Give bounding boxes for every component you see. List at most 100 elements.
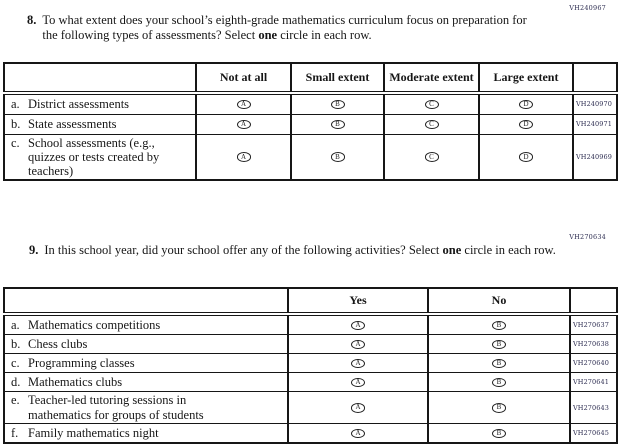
answer-oval-no[interactable]: B <box>492 320 506 331</box>
answer-oval-b[interactable]: B <box>330 152 345 162</box>
answer-cell: D <box>478 113 574 135</box>
row-code: VH270645 <box>569 423 618 444</box>
row-label: Mathematics competitions <box>28 317 161 332</box>
row-label: School assessments (e.g., quizzes or tes… <box>28 135 160 179</box>
answer-oval-c[interactable]: C <box>424 99 439 110</box>
row-letter: a. <box>11 97 20 112</box>
row-letter: a. <box>11 317 20 332</box>
row-label: Mathematics clubs <box>28 374 123 389</box>
answer-cell: A <box>287 353 429 373</box>
question-9: 9. In this school year, did your school … <box>29 243 577 258</box>
answer-cell: B <box>427 372 571 392</box>
answer-oval-no[interactable]: B <box>492 358 506 369</box>
column-header-no: No <box>427 287 571 316</box>
row-label: District assessments <box>28 97 130 112</box>
table-row: a. Mathematics competitions A B VH270637 <box>3 313 618 335</box>
answer-oval-no[interactable]: B <box>492 377 506 388</box>
answer-oval-yes[interactable]: A <box>351 403 365 413</box>
column-header-small-extent: Small extent <box>290 62 385 95</box>
question-8-text-pre: To what extent does your school’s eighth… <box>42 13 527 42</box>
answer-cell: D <box>478 133 574 181</box>
table-row: f. Family mathematics night A B VH270645 <box>3 423 618 444</box>
question-8-text-post: circle in each row. <box>277 27 372 42</box>
table-row: d. Mathematics clubs A B VH270641 <box>3 372 618 392</box>
answer-oval-yes[interactable]: A <box>351 377 365 388</box>
row-letter: b. <box>11 336 21 351</box>
answer-cell: B <box>290 133 385 181</box>
row-label-cell: f. Family mathematics night <box>3 423 289 444</box>
answer-oval-yes[interactable]: A <box>351 339 365 350</box>
q8-header-empty <box>3 62 197 95</box>
question-9-text: In this school year, did your school off… <box>44 243 556 258</box>
answer-oval-b[interactable]: B <box>330 119 345 130</box>
question-9-text-bold: one <box>442 243 462 257</box>
row-letter: e. <box>11 393 20 408</box>
row-code: VH240971 <box>572 113 618 135</box>
column-header-moderate-extent: Moderate extent <box>383 62 480 95</box>
row-label-cell: c. Programming classes <box>3 353 289 373</box>
question-9-text-post: circle in each row. <box>461 243 556 257</box>
row-code: VH270640 <box>569 353 618 373</box>
answer-cell: A <box>287 372 429 392</box>
answer-oval-d[interactable]: D <box>519 99 533 110</box>
row-letter: c. <box>11 135 20 150</box>
column-header-not-at-all: Not at all <box>195 62 292 95</box>
answer-oval-d[interactable]: D <box>519 152 533 162</box>
answer-oval-d[interactable]: D <box>519 119 533 130</box>
answer-cell: B <box>290 113 385 135</box>
answer-cell: B <box>427 353 571 373</box>
answer-cell: A <box>195 133 292 181</box>
q8-header-code-empty <box>572 62 618 95</box>
answer-cell: B <box>290 92 385 115</box>
row-code: VH240969 <box>572 133 618 181</box>
question-8-table: Not at all Small extent Moderate extent … <box>3 62 618 182</box>
row-letter: c. <box>11 355 20 370</box>
answer-oval-c[interactable]: C <box>424 152 439 162</box>
row-label-cell: a. Mathematics competitions <box>3 313 289 335</box>
answer-cell: A <box>195 92 292 115</box>
answer-cell: C <box>383 92 480 115</box>
row-letter: f. <box>11 425 19 440</box>
answer-oval-yes[interactable]: A <box>351 358 365 369</box>
row-letter: b. <box>11 116 21 131</box>
row-code: VH270638 <box>569 334 618 354</box>
answer-oval-yes[interactable]: A <box>351 428 365 439</box>
question-8-accession-code: VH240967 <box>569 4 606 12</box>
answer-cell: B <box>427 313 571 335</box>
answer-oval-no[interactable]: B <box>492 428 506 439</box>
question-8: 8. To what extent does your school’s eig… <box>27 13 529 43</box>
question-9-accession-code: VH270634 <box>569 233 606 241</box>
row-label: Teacher-led tutoring sessions in mathema… <box>28 393 204 422</box>
answer-oval-a[interactable]: A <box>236 152 251 162</box>
column-header-yes: Yes <box>287 287 429 316</box>
table-row: b. State assessments A B C D VH240971 <box>3 113 618 135</box>
row-letter: d. <box>11 374 21 389</box>
question-8-text: To what extent does your school’s eighth… <box>42 13 529 43</box>
q8-header-row: Not at all Small extent Moderate extent … <box>3 62 618 95</box>
answer-cell: A <box>287 391 429 424</box>
table-row: a. District assessments A B C D VH240970 <box>3 92 618 115</box>
table-row: c. Programming classes A B VH270640 <box>3 353 618 373</box>
answer-cell: A <box>287 334 429 354</box>
row-label: Chess clubs <box>28 336 88 351</box>
row-label-cell: b. State assessments <box>3 113 197 135</box>
table-row: e. Teacher-led tutoring sessions in mathe… <box>3 391 618 424</box>
row-code: VH270641 <box>569 372 618 392</box>
answer-cell: A <box>287 423 429 444</box>
answer-oval-no[interactable]: B <box>492 339 506 350</box>
row-code: VH240970 <box>572 92 618 115</box>
answer-oval-c[interactable]: C <box>424 119 439 130</box>
answer-cell: C <box>383 133 480 181</box>
answer-oval-no[interactable]: B <box>492 403 506 413</box>
answer-cell: A <box>287 313 429 335</box>
question-8-number: 8. <box>27 13 37 27</box>
row-code: VH270637 <box>569 313 618 335</box>
answer-oval-b[interactable]: B <box>330 99 345 110</box>
row-label-cell: a. District assessments <box>3 92 197 115</box>
q9-header-empty <box>3 287 289 316</box>
answer-oval-yes[interactable]: A <box>351 320 365 331</box>
answer-oval-a[interactable]: A <box>236 119 251 130</box>
row-label-cell: e. Teacher-led tutoring sessions in mathe… <box>3 391 289 424</box>
answer-oval-a[interactable]: A <box>236 99 251 110</box>
